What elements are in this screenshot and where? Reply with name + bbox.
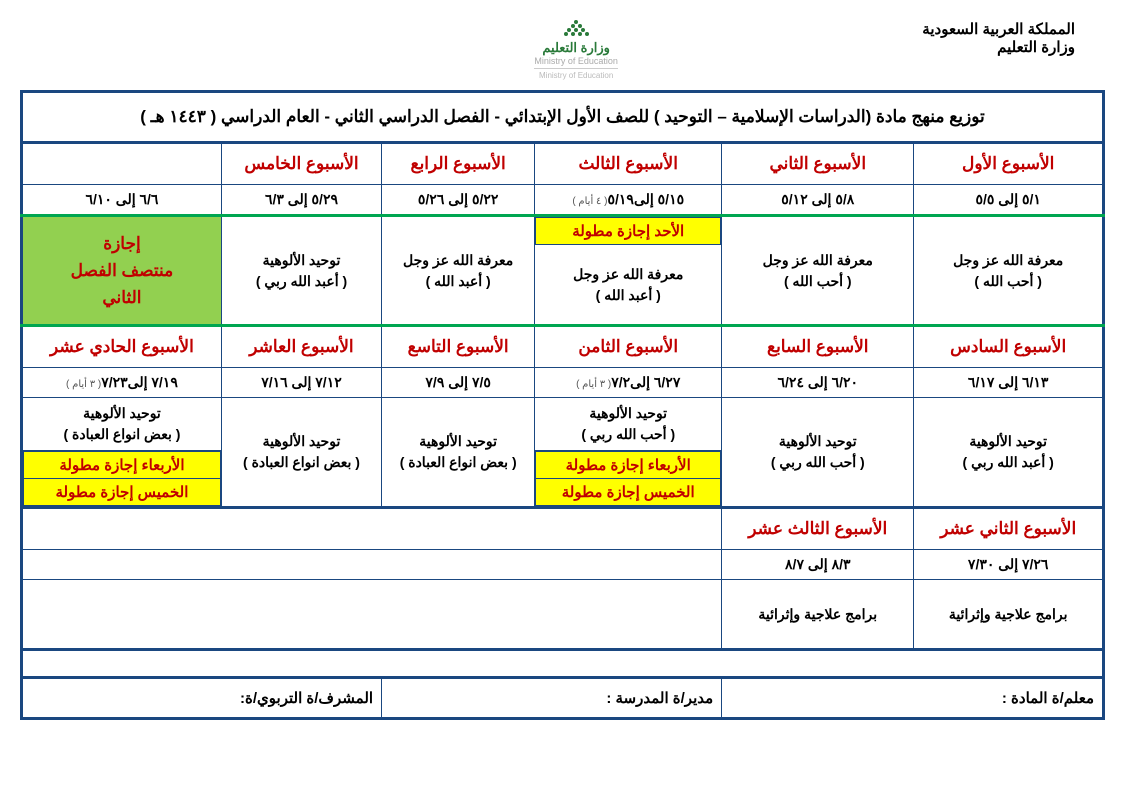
- midterm-holiday-cell: إجازة منتصف الفصل الثاني: [22, 216, 222, 326]
- content-cell: برامج علاجية وإثرائية: [914, 580, 1104, 650]
- date-cell: ٧/٢٦ إلى ٧/٣٠: [914, 550, 1104, 580]
- curriculum-table: توزيع منهج مادة (الدراسات الإسلامية – ال…: [20, 90, 1105, 720]
- holiday-badge: الخميس إجازة مطولة: [535, 479, 721, 506]
- ministry-logo: وزارة التعليم Ministry of Education Mini…: [534, 20, 618, 80]
- table-title: توزيع منهج مادة (الدراسات الإسلامية – ال…: [22, 92, 1104, 143]
- content-cell: توحيد الألوهية ( بعض انواع العبادة ) الأ…: [22, 398, 222, 508]
- week-h: الأسبوع الثاني: [722, 143, 914, 185]
- date-cell: ٦/١٣ إلى ٦/١٧: [914, 368, 1104, 398]
- date-cell: ٥/٢٢ إلى ٥/٢٦: [382, 185, 535, 216]
- content-cell: توحيد الألوهية ( أعبد الله ربي ): [221, 216, 381, 326]
- week-header-row-2: الأسبوع السادس الأسبوع السابع الأسبوع ال…: [22, 326, 1104, 368]
- date-cell: ٥/١ إلى ٥/٥: [914, 185, 1104, 216]
- content-cell: الأحد إجازة مطولة معرفة الله عز وجل ( أع…: [535, 216, 722, 326]
- week-h: الأسبوع السادس: [914, 326, 1104, 368]
- empty-cell: [22, 550, 722, 580]
- date-row-2: ٦/١٣ إلى ٦/١٧ ٦/٢٠ إلى ٦/٢٤ ٦/٢٧ إلى٧/٢(…: [22, 368, 1104, 398]
- supervisor-signature: المشرف/ة التربوي/ة:: [22, 678, 382, 719]
- date-cell: ٦/٦ إلى ٦/١٠: [22, 185, 222, 216]
- content-cell: توحيد الألوهية ( أحب الله ربي ) الأربعاء…: [535, 398, 722, 508]
- country-text: المملكة العربية السعودية: [922, 20, 1075, 38]
- holiday-badge: الأحد إجازة مطولة: [535, 217, 721, 245]
- week-h: الأسبوع الثامن: [535, 326, 722, 368]
- logo-text-en: Ministry of Education: [534, 56, 618, 66]
- week-h: الأسبوع الخامس: [221, 143, 381, 185]
- signature-row: معلم/ة المادة : مدير/ة المدرسة : المشرف/…: [22, 678, 1104, 719]
- content-cell: معرفة الله عز وجل ( أحب الله ): [914, 216, 1104, 326]
- week-header-row-3: الأسبوع الثاني عشر الأسبوع الثالث عشر: [22, 508, 1104, 550]
- week-h: الأسبوع التاسع: [382, 326, 535, 368]
- date-cell: ٦/٢٧ إلى٧/٢( ٣ أيام ): [535, 368, 722, 398]
- date-cell: ٥/٢٩ إلى ٦/٣: [221, 185, 381, 216]
- date-cell: ٥/١٥ إلى٥/١٩( ٤ أيام ): [535, 185, 722, 216]
- content-cell: توحيد الألوهية ( بعض انواع العبادة ): [382, 398, 535, 508]
- content-row-3: برامج علاجية وإثرائية برامج علاجية وإثرا…: [22, 580, 1104, 650]
- logo-sub: Ministry of Education: [534, 68, 618, 80]
- logo-dots-icon: [534, 20, 618, 36]
- date-cell: ٨/٣ إلى ٨/٧: [722, 550, 914, 580]
- holiday-badge: الأربعاء إجازة مطولة: [23, 451, 221, 479]
- week-h: الأسبوع الثاني عشر: [914, 508, 1104, 550]
- page-header: المملكة العربية السعودية وزارة التعليم و…: [20, 20, 1105, 80]
- week-header-row-1: الأسبوع الأول الأسبوع الثاني الأسبوع الث…: [22, 143, 1104, 185]
- principal-signature: مدير/ة المدرسة :: [382, 678, 722, 719]
- date-cell: ٧/٥ إلى ٧/٩: [382, 368, 535, 398]
- holiday-badge: الخميس إجازة مطولة: [23, 479, 221, 506]
- content-cell: معرفة الله عز وجل ( أحب الله ): [722, 216, 914, 326]
- spacer-row: [22, 650, 1104, 678]
- logo-text-ar: وزارة التعليم: [534, 40, 618, 56]
- week-h: الأسبوع الثالث عشر: [722, 508, 914, 550]
- title-row: توزيع منهج مادة (الدراسات الإسلامية – ال…: [22, 92, 1104, 143]
- date-cell: ٧/١٩ إلى٧/٢٣( ٣ أيام ): [22, 368, 222, 398]
- ministry-text: وزارة التعليم: [922, 38, 1075, 56]
- teacher-signature: معلم/ة المادة :: [722, 678, 1104, 719]
- holiday-badge: الأربعاء إجازة مطولة: [535, 451, 721, 479]
- content-cell: معرفة الله عز وجل ( أعبد الله ): [382, 216, 535, 326]
- week-h: الأسبوع الأول: [914, 143, 1104, 185]
- date-cell: ٥/٨ إلى ٥/١٢: [722, 185, 914, 216]
- empty-cell: [22, 580, 722, 650]
- content-cell: برامج علاجية وإثرائية: [722, 580, 914, 650]
- content-row-1: معرفة الله عز وجل ( أحب الله ) معرفة الل…: [22, 216, 1104, 326]
- week-h: الأسبوع الحادي عشر: [22, 326, 222, 368]
- date-row-3: ٧/٢٦ إلى ٧/٣٠ ٨/٣ إلى ٨/٧: [22, 550, 1104, 580]
- header-country-ministry: المملكة العربية السعودية وزارة التعليم: [922, 20, 1075, 56]
- content-cell: توحيد الألوهية ( بعض انواع العبادة ): [221, 398, 381, 508]
- date-cell: ٧/١٢ إلى ٧/١٦: [221, 368, 381, 398]
- week-h: الأسبوع السابع: [722, 326, 914, 368]
- content-cell: توحيد الألوهية ( أحب الله ربي ): [722, 398, 914, 508]
- content-row-2: توحيد الألوهية ( أعبد الله ربي ) توحيد ا…: [22, 398, 1104, 508]
- week-h: الأسبوع العاشر: [221, 326, 381, 368]
- week-h: الأسبوع الثالث: [535, 143, 722, 185]
- date-cell: ٦/٢٠ إلى ٦/٢٤: [722, 368, 914, 398]
- week-h: الأسبوع الرابع: [382, 143, 535, 185]
- week-h: [22, 143, 222, 185]
- empty-cell: [22, 508, 722, 550]
- content-cell: توحيد الألوهية ( أعبد الله ربي ): [914, 398, 1104, 508]
- date-row-1: ٥/١ إلى ٥/٥ ٥/٨ إلى ٥/١٢ ٥/١٥ إلى٥/١٩( ٤…: [22, 185, 1104, 216]
